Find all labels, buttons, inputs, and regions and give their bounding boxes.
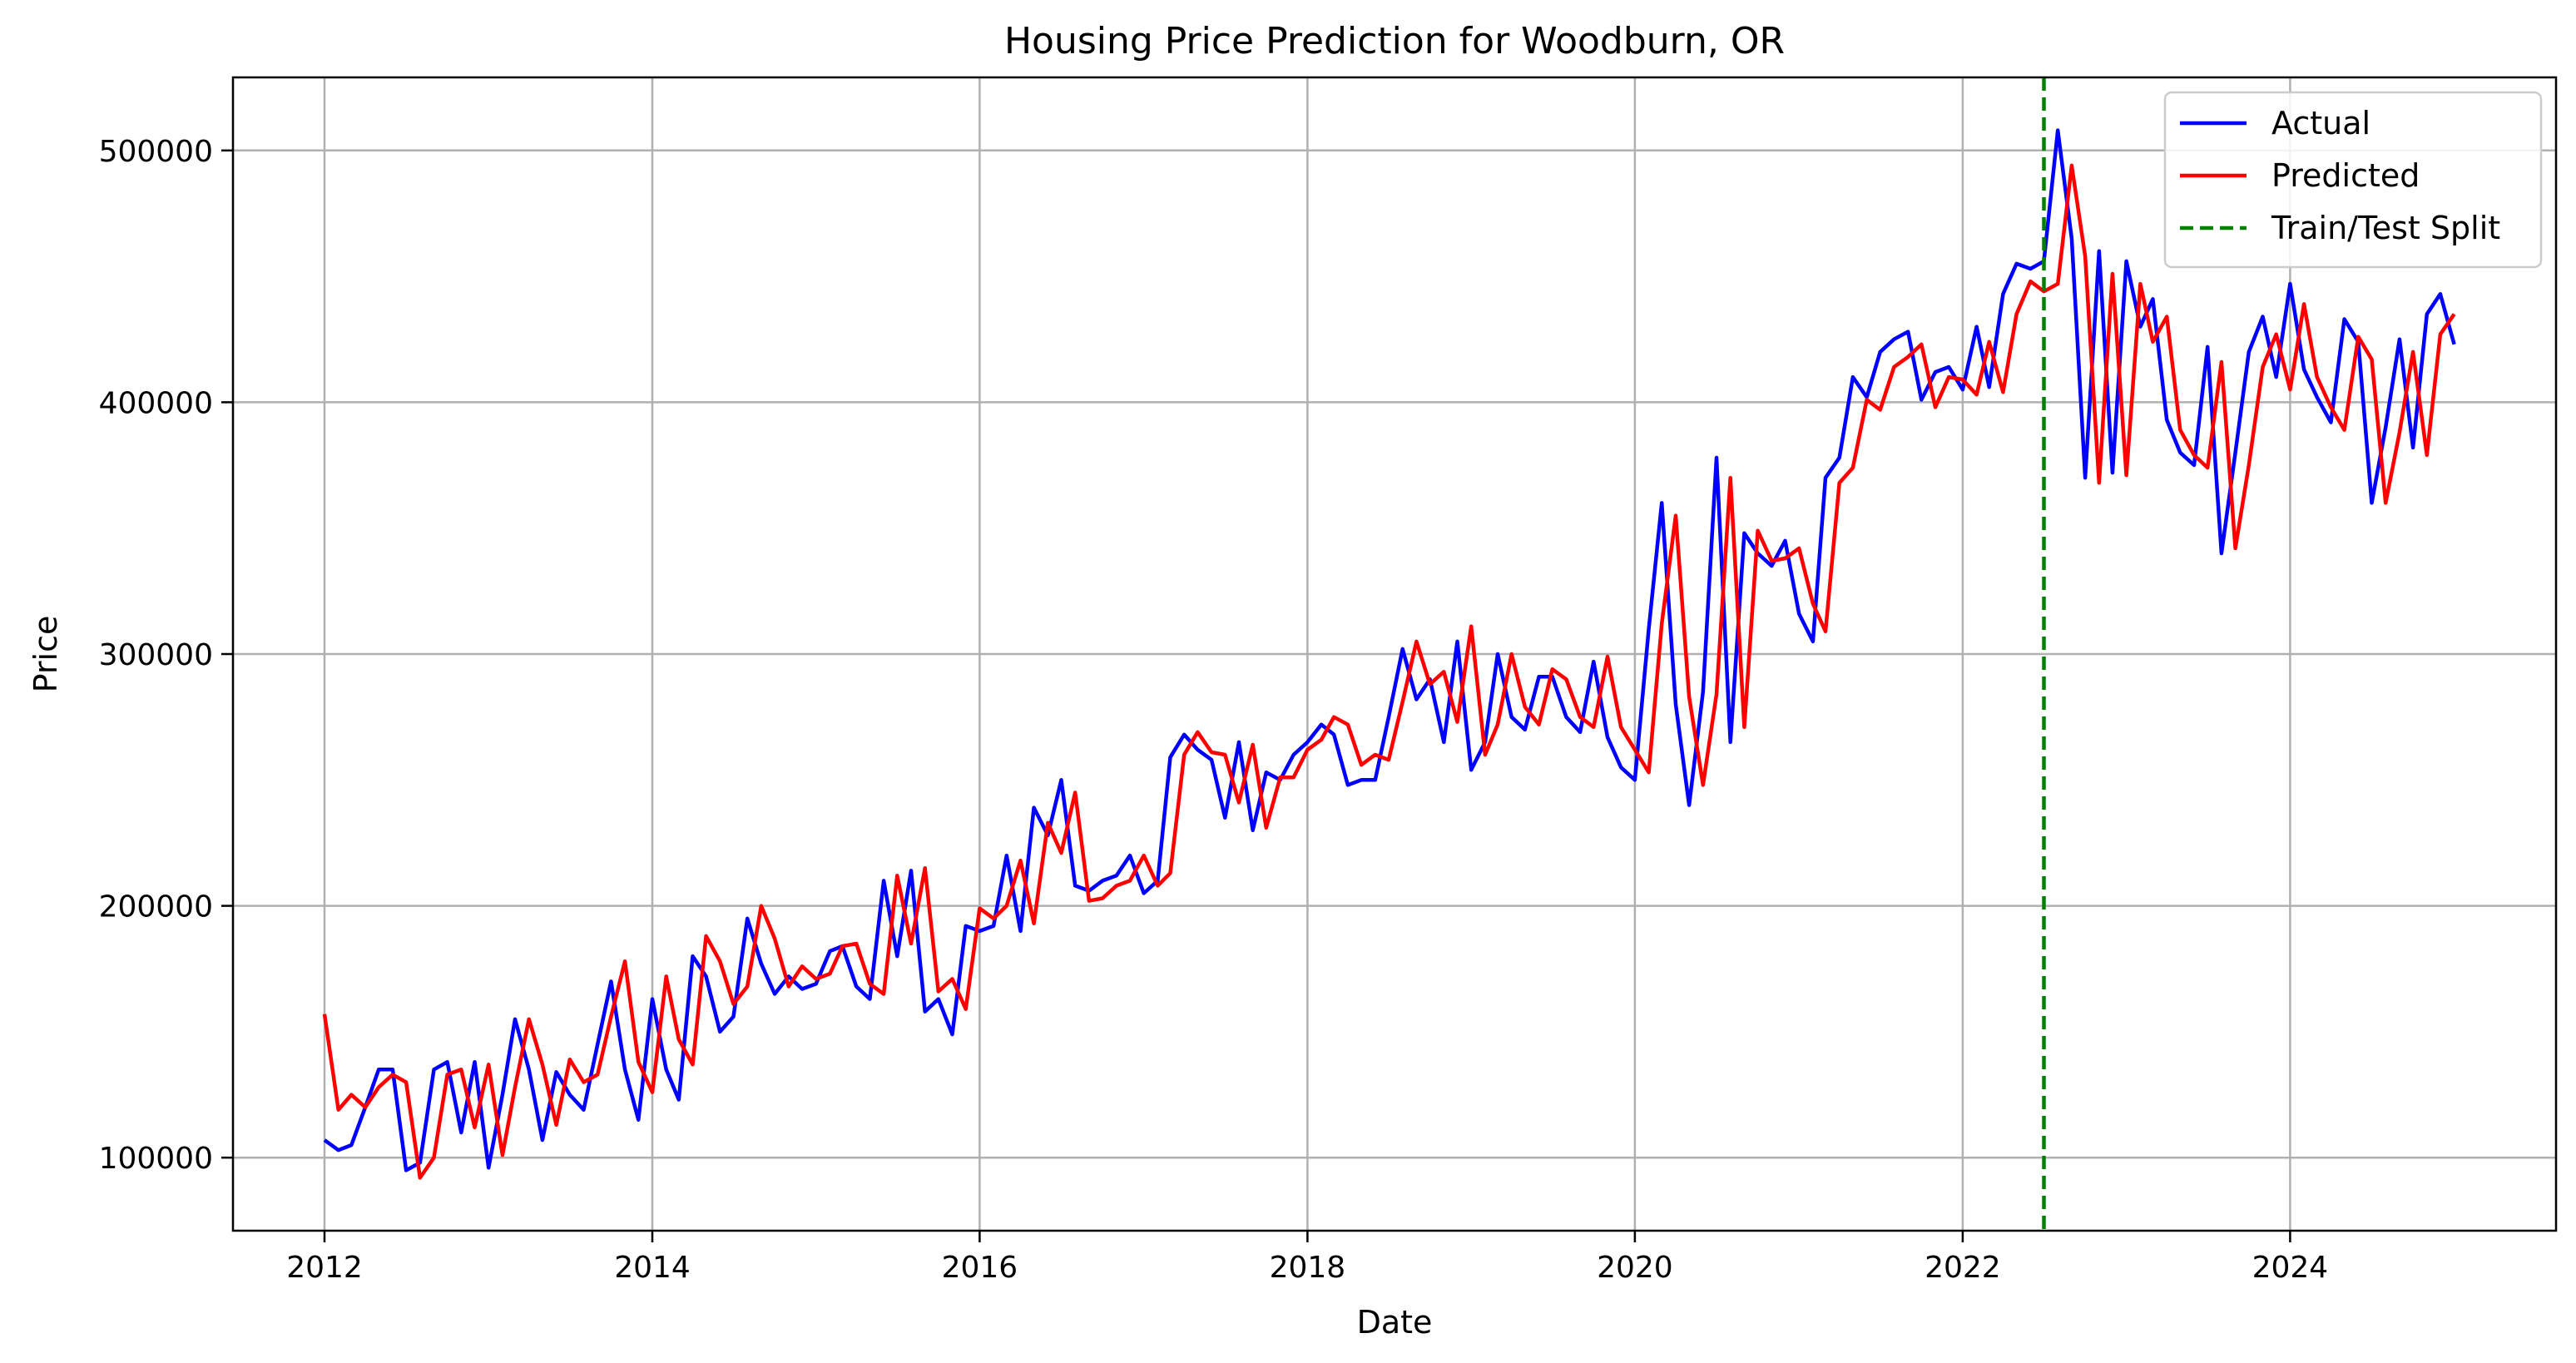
chart-title: Housing Price Prediction for Woodburn, O… [1004,20,1785,62]
series-lines [322,77,2456,1231]
legend-label-split: Train/Test Split [2271,210,2500,246]
y-tick-label: 500000 [99,135,213,169]
legend-label-predicted: Predicted [2271,157,2420,194]
y-tick-label: 200000 [99,890,213,924]
series-line-actual [323,128,2456,1172]
x-tick-label: 2022 [1925,1251,2001,1285]
x-tick-label: 2016 [942,1251,1018,1285]
y-tick-label: 300000 [99,638,213,672]
legend-box [2163,91,2543,269]
legend: Actual Predicted Train/Test Split [2163,91,2543,269]
series-line-predicted [322,163,2456,1180]
axis-ticks: 2012 2014 2016 2018 2020 2022 2024 100000 200000… [99,135,2329,1285]
legend-label-actual: Actual [2271,105,2370,141]
grid-lines [233,77,2556,1231]
x-axis-label: Date [1357,1304,1433,1341]
x-tick-label: 2020 [1597,1251,1673,1285]
x-tick-label: 2024 [2252,1251,2329,1285]
x-tick-label: 2014 [614,1251,691,1285]
x-tick-label: 2012 [286,1251,363,1285]
y-axis-label: Price [27,616,64,693]
x-tick-label: 2018 [1270,1251,1346,1285]
y-tick-label: 100000 [99,1142,213,1176]
y-tick-label: 400000 [99,386,213,420]
